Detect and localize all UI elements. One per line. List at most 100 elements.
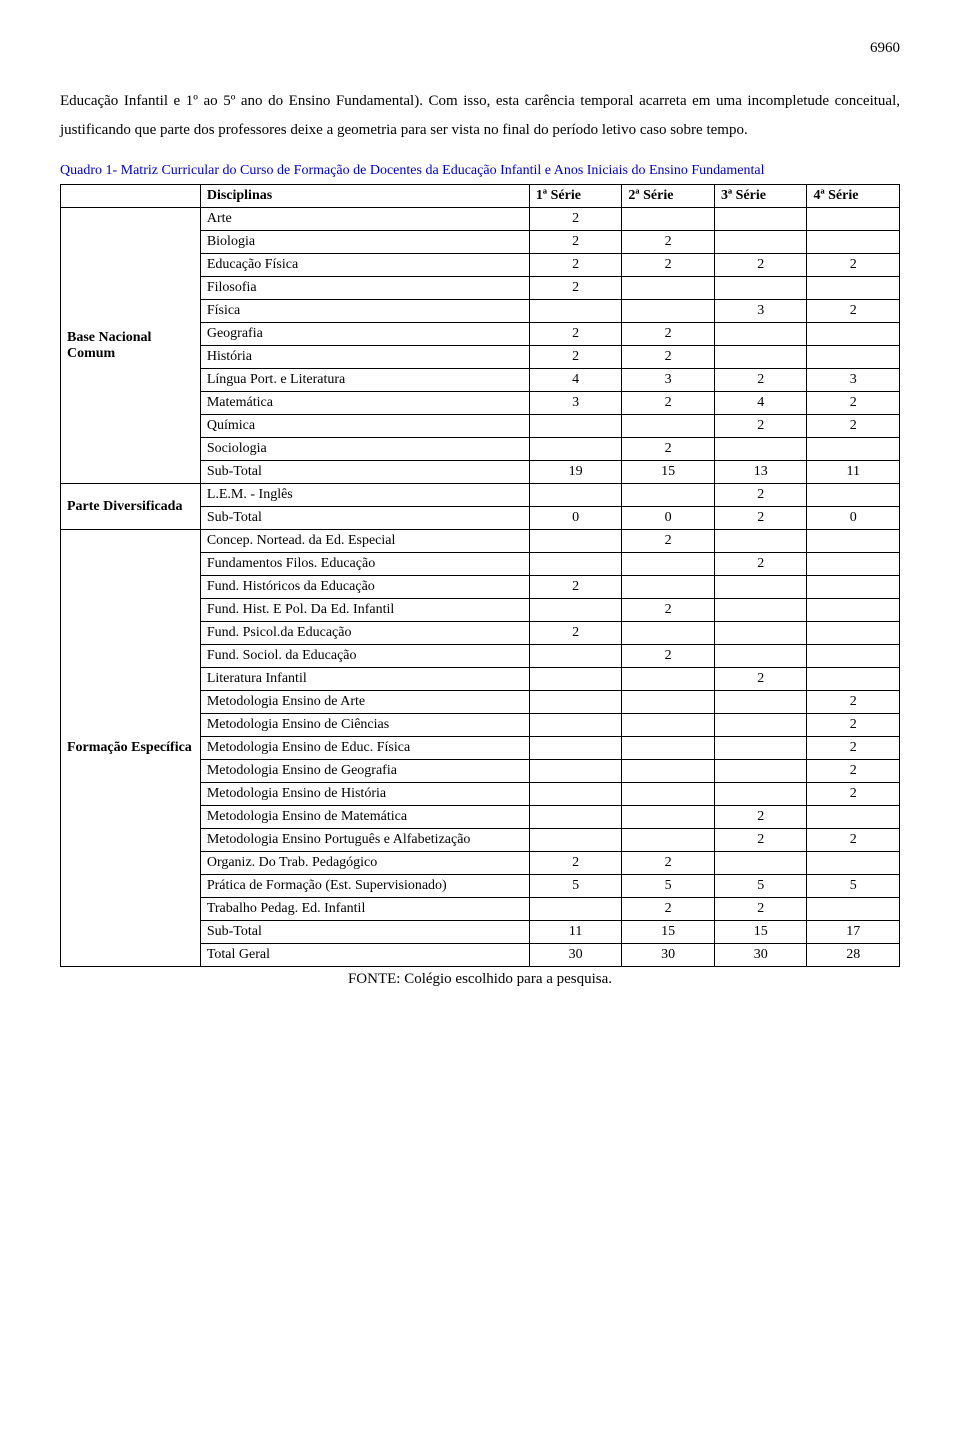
cell-value (807, 668, 900, 691)
cell-value (622, 484, 715, 507)
cell-discipline: Literatura Infantil (200, 668, 529, 691)
cell-value: 2 (714, 369, 807, 392)
cell-value: 0 (807, 507, 900, 530)
cell-discipline: Metodologia Ensino de Ciências (200, 714, 529, 737)
cell-value (529, 300, 622, 323)
cell-value (529, 760, 622, 783)
cell-value (714, 852, 807, 875)
cell-value (714, 323, 807, 346)
section-diversificada-label: Parte Diversificada (61, 484, 201, 530)
cell-value: 2 (807, 415, 900, 438)
cell-value (714, 622, 807, 645)
col-serie1: 1ª Série (529, 185, 622, 208)
cell-value (529, 783, 622, 806)
cell-value: 3 (714, 300, 807, 323)
cell-value: 2 (529, 208, 622, 231)
cell-value: 2 (714, 415, 807, 438)
cell-value: 2 (529, 254, 622, 277)
cell-discipline: Filosofia (200, 277, 529, 300)
cell-value: 2 (807, 300, 900, 323)
cell-value: 2 (714, 507, 807, 530)
curriculum-table: Disciplinas 1ª Série 2ª Série 3ª Série 4… (60, 184, 900, 967)
cell-value: 5 (714, 875, 807, 898)
cell-value (714, 346, 807, 369)
cell-value (529, 898, 622, 921)
cell-discipline: Arte (200, 208, 529, 231)
cell-value (714, 760, 807, 783)
cell-discipline: Geografia (200, 323, 529, 346)
col-serie2: 2ª Série (622, 185, 715, 208)
cell-value: 2 (622, 645, 715, 668)
cell-discipline: Sub-Total (200, 461, 529, 484)
cell-discipline: Total Geral (200, 944, 529, 967)
cell-value: 2 (529, 622, 622, 645)
cell-value (622, 553, 715, 576)
cell-discipline: Matemática (200, 392, 529, 415)
cell-value (622, 714, 715, 737)
cell-value (807, 530, 900, 553)
cell-value: 17 (807, 921, 900, 944)
cell-value: 2 (714, 484, 807, 507)
cell-value (807, 553, 900, 576)
cell-value: 2 (807, 760, 900, 783)
cell-value: 4 (714, 392, 807, 415)
cell-value (714, 576, 807, 599)
cell-value (807, 852, 900, 875)
cell-value (529, 806, 622, 829)
cell-value (622, 806, 715, 829)
cell-value (807, 576, 900, 599)
cell-value: 2 (529, 346, 622, 369)
cell-discipline: Metodologia Ensino de Arte (200, 691, 529, 714)
cell-discipline: Metodologia Ensino de Matemática (200, 806, 529, 829)
table-row: Formação Específica Concep. Nortead. da … (61, 530, 900, 553)
cell-discipline: Língua Port. e Literatura (200, 369, 529, 392)
cell-value (529, 484, 622, 507)
cell-value: 2 (622, 898, 715, 921)
cell-value: 5 (529, 875, 622, 898)
cell-discipline: Prática de Formação (Est. Supervisionado… (200, 875, 529, 898)
cell-value (529, 530, 622, 553)
cell-value: 30 (622, 944, 715, 967)
cell-value: 13 (714, 461, 807, 484)
col-serie4: 4ª Série (807, 185, 900, 208)
intro-paragraph: Educação Infantil e 1º ao 5º ano do Ensi… (60, 87, 900, 144)
cell-value (807, 898, 900, 921)
cell-value (714, 691, 807, 714)
cell-value: 2 (622, 392, 715, 415)
cell-value (529, 438, 622, 461)
col-disciplinas: Disciplinas (200, 185, 529, 208)
cell-value: 2 (714, 898, 807, 921)
section-diversificada-text: Parte Diversificada (67, 499, 182, 514)
cell-discipline: Educação Física (200, 254, 529, 277)
cell-value (714, 599, 807, 622)
cell-value: 2 (622, 254, 715, 277)
page-number: 6960 (60, 40, 900, 57)
cell-value (622, 737, 715, 760)
cell-value (807, 231, 900, 254)
cell-discipline: Fund. Hist. E Pol. Da Ed. Infantil (200, 599, 529, 622)
cell-value (529, 829, 622, 852)
cell-value (807, 346, 900, 369)
cell-value (529, 691, 622, 714)
cell-value (807, 323, 900, 346)
cell-value: 30 (714, 944, 807, 967)
cell-value: 2 (622, 231, 715, 254)
cell-value: 5 (807, 875, 900, 898)
cell-value: 2 (714, 806, 807, 829)
cell-value (622, 783, 715, 806)
cell-value (529, 599, 622, 622)
cell-discipline: Biologia (200, 231, 529, 254)
cell-value (622, 277, 715, 300)
cell-value: 3 (807, 369, 900, 392)
cell-value: 2 (529, 323, 622, 346)
cell-value: 0 (529, 507, 622, 530)
cell-value (714, 530, 807, 553)
table-row: Parte Diversificada L.E.M. - Inglês 2 (61, 484, 900, 507)
cell-value: 2 (622, 599, 715, 622)
cell-discipline: Metodologia Ensino de Educ. Física (200, 737, 529, 760)
cell-value (807, 484, 900, 507)
cell-value: 3 (529, 392, 622, 415)
cell-value (622, 622, 715, 645)
cell-value: 2 (529, 852, 622, 875)
cell-value: 28 (807, 944, 900, 967)
